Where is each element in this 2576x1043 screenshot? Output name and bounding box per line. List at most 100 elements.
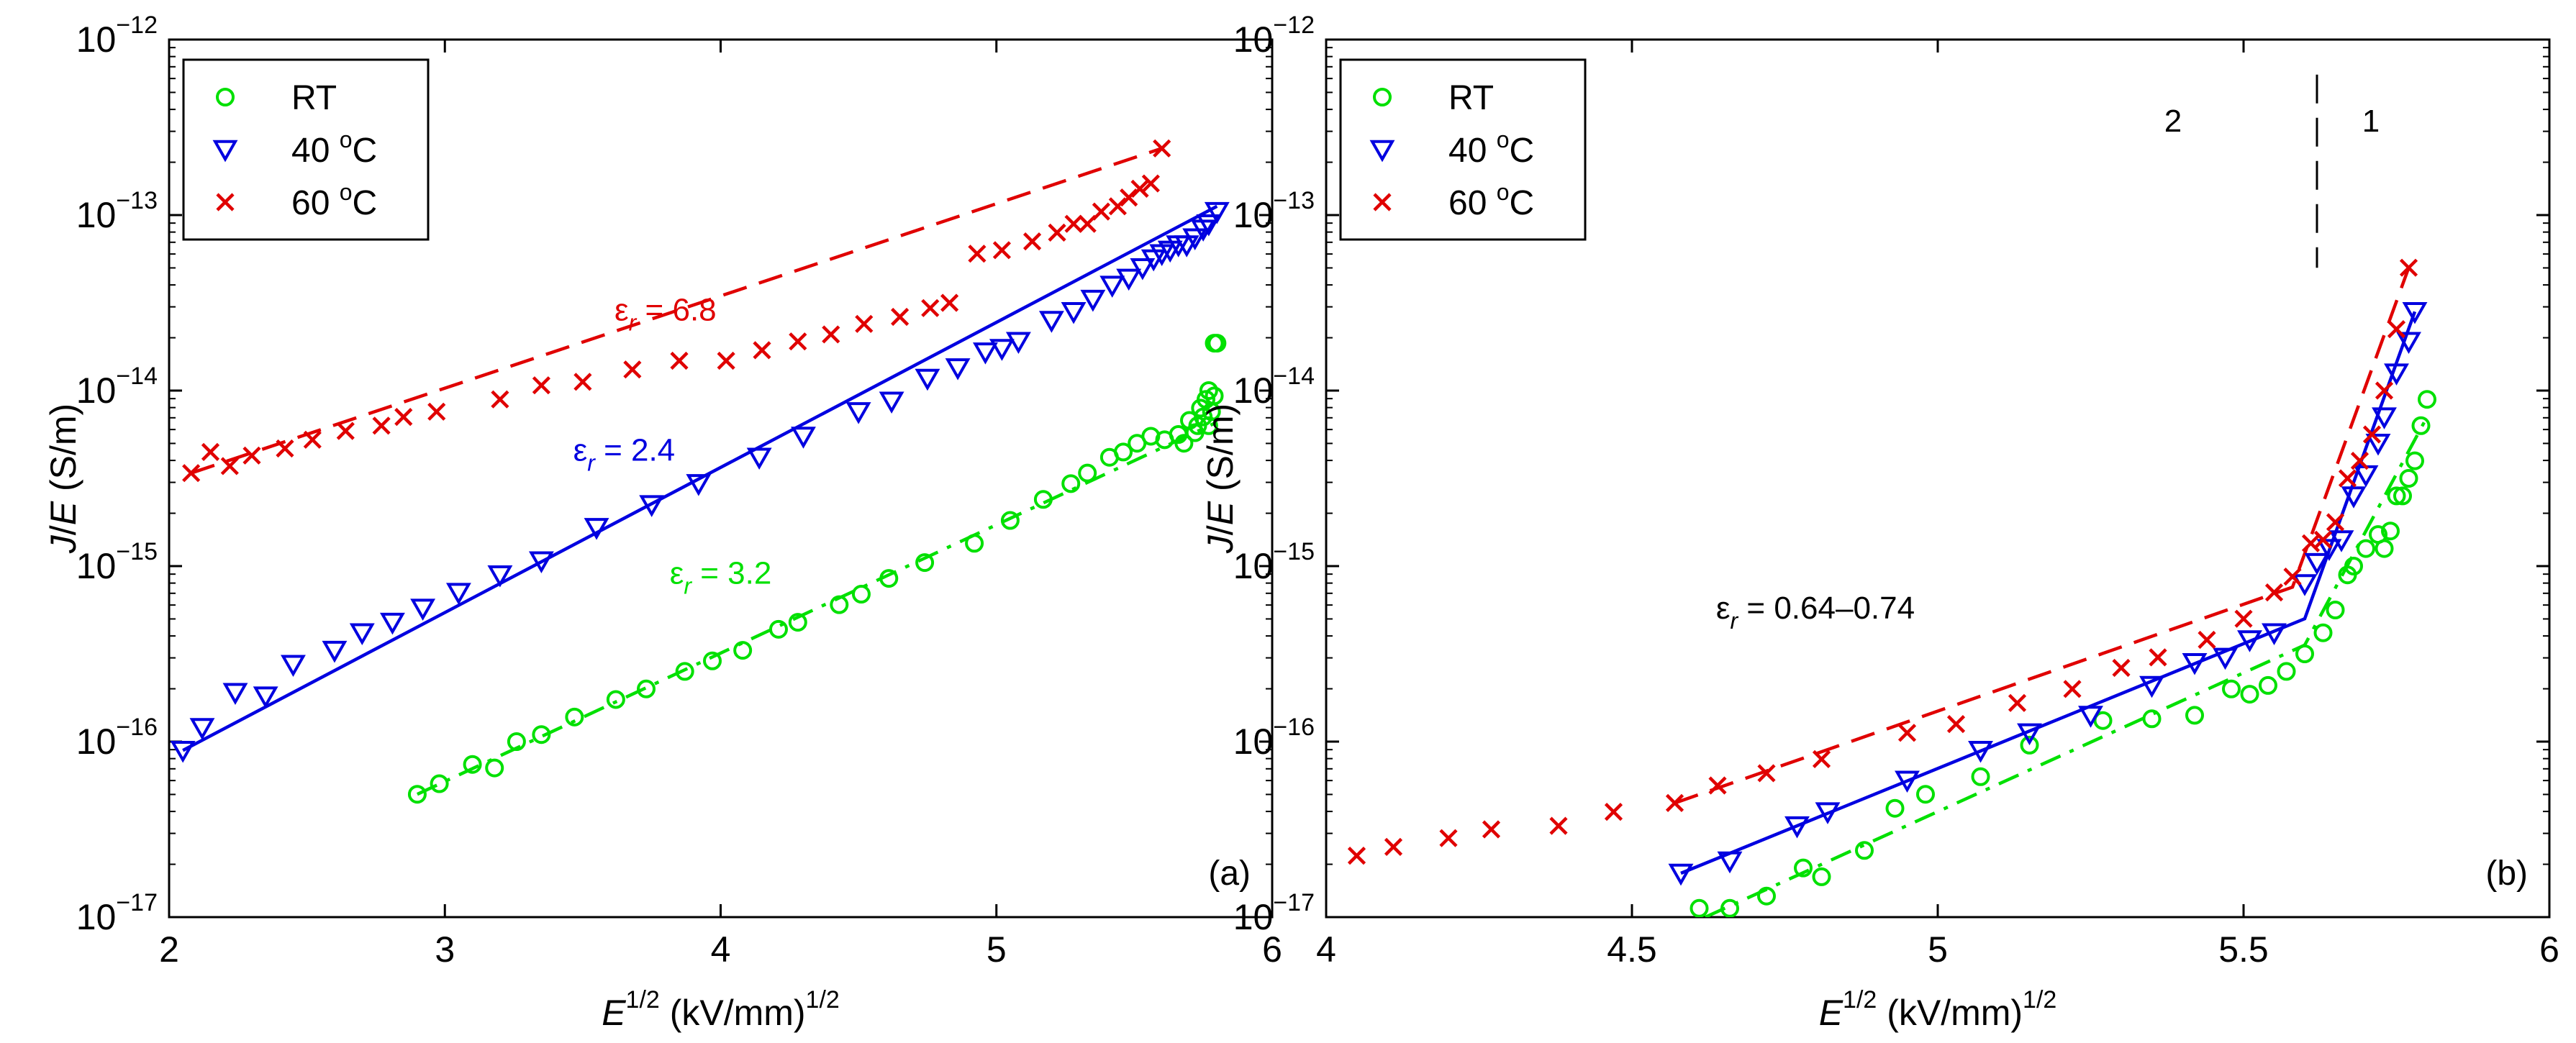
data-point-series-1 (746, 447, 772, 470)
fit-line-2 (1674, 267, 2411, 805)
data-point-series-0 (1000, 511, 1020, 530)
x-axis-label: E1/2 (kV/mm)1/2 (1819, 986, 2057, 1033)
legend-label-0: RT (291, 79, 337, 117)
data-point-series-0 (879, 569, 899, 588)
data-point-series-2 (303, 430, 322, 449)
panel-b-data (1347, 258, 2436, 917)
data-point-series-0 (2411, 416, 2431, 435)
data-point-series-2 (1482, 820, 1501, 839)
data-point-series-0 (2142, 709, 2162, 729)
data-point-series-0 (2222, 679, 2241, 698)
data-point-series-1 (1784, 816, 1810, 839)
data-point-series-2 (891, 307, 910, 327)
data-point-series-0 (637, 679, 656, 698)
data-point-series-2 (921, 299, 940, 317)
data-point-series-2 (1665, 793, 1684, 812)
data-point-series-0 (2326, 601, 2345, 619)
data-point-series-0 (2185, 706, 2204, 725)
data-point-series-0 (2357, 539, 2375, 558)
x-tick-label: 6 (1262, 929, 1282, 970)
y-axis-label: J/E (S/m) (1200, 404, 1241, 554)
data-point-series-1 (1061, 302, 1087, 324)
data-point-series-0 (507, 732, 526, 751)
data-point-series-1 (1174, 235, 1199, 258)
data-point-series-1 (2213, 647, 2238, 670)
data-point-series-0 (1885, 798, 1905, 818)
y-tick-label: 10−14 (1233, 363, 1315, 411)
data-point-series-0 (1855, 841, 1874, 860)
data-point-series-2 (968, 245, 987, 263)
legend-label-2: 60 oC (1448, 179, 1534, 222)
data-point-series-1 (972, 342, 998, 365)
data-point-series-2 (2008, 693, 2027, 712)
data-point-series-1 (2353, 465, 2379, 488)
data-point-series-1 (2402, 302, 2428, 324)
data-point-series-1 (487, 565, 513, 588)
legend-label-1: 40 oC (1448, 127, 1534, 170)
panel-label: (a) (1208, 855, 1251, 893)
data-point-series-1 (1099, 275, 1125, 298)
data-point-series-1 (989, 339, 1015, 361)
data-point-series-0 (1078, 463, 1097, 483)
legend-label-0: RT (1448, 79, 1494, 117)
data-point-series-0 (675, 662, 694, 681)
data-point-series-1 (2316, 539, 2342, 561)
data-point-series-2 (491, 390, 509, 409)
data-point-series-2 (623, 360, 642, 379)
data-point-series-1 (1116, 268, 1142, 291)
series-0-points (1690, 390, 2436, 917)
x-tick-label: 5 (987, 929, 1007, 970)
data-point-series-0 (2277, 662, 2296, 681)
data-point-series-2 (2149, 648, 2167, 667)
data-point-series-0 (2418, 390, 2436, 409)
legend-marker-0 (216, 88, 235, 106)
data-point-series-0 (2344, 557, 2363, 575)
data-point-series-2 (573, 373, 592, 391)
data-point-series-2 (2326, 513, 2345, 532)
data-point-series-1 (1182, 228, 1208, 251)
data-point-series-1 (253, 686, 278, 709)
data-point-series-2 (1384, 837, 1403, 856)
y-tick-label: 10−12 (1233, 12, 1315, 60)
data-point-series-1 (2237, 630, 2262, 652)
y-tick-label: 10−16 (76, 714, 158, 762)
series-0-points (407, 334, 1227, 804)
data-point-series-2 (1130, 179, 1149, 198)
data-point-series-2 (1048, 223, 1066, 242)
data-point-series-0 (1114, 442, 1133, 462)
data-point-series-1 (349, 623, 375, 646)
y-tick-label: 10−15 (1233, 538, 1315, 586)
data-point-series-0 (1794, 858, 1813, 878)
data-point-series-1 (222, 683, 248, 706)
data-point-series-1 (879, 391, 904, 414)
legend-label-2: 60 oC (291, 179, 377, 222)
data-point-series-1 (945, 358, 971, 381)
data-point-series-2 (992, 241, 1012, 260)
data-point-series-0 (965, 534, 984, 553)
data-point-series-1 (2262, 623, 2287, 646)
data-point-series-2 (1757, 764, 1776, 783)
data-point-series-1 (791, 427, 816, 449)
data-point-series-0 (1971, 767, 1990, 786)
data-point-series-0 (1757, 886, 1776, 906)
data-point-series-1 (584, 518, 609, 540)
data-point-series-0 (2387, 486, 2406, 506)
data-point-series-0 (2093, 711, 2113, 730)
data-point-series-1 (445, 583, 471, 605)
data-point-series-1 (1668, 863, 1694, 886)
series-2-points (182, 139, 1171, 483)
y-tick-label: 10−17 (76, 889, 158, 937)
data-point-series-2 (276, 439, 294, 458)
legend-marker-2 (216, 193, 235, 211)
data-point-series-1 (1895, 770, 1920, 793)
data-point-series-0 (430, 774, 449, 793)
data-point-series-2 (2112, 658, 2131, 678)
data-point-series-1 (2304, 552, 2330, 575)
data-point-series-1 (189, 718, 215, 740)
data-point-series-2 (670, 351, 689, 370)
data-point-series-1 (2341, 486, 2367, 509)
data-point-series-1 (639, 495, 665, 517)
data-point-series-1 (1717, 851, 1743, 874)
data-point-series-0 (915, 553, 935, 573)
data-point-series-0 (1199, 381, 1218, 400)
